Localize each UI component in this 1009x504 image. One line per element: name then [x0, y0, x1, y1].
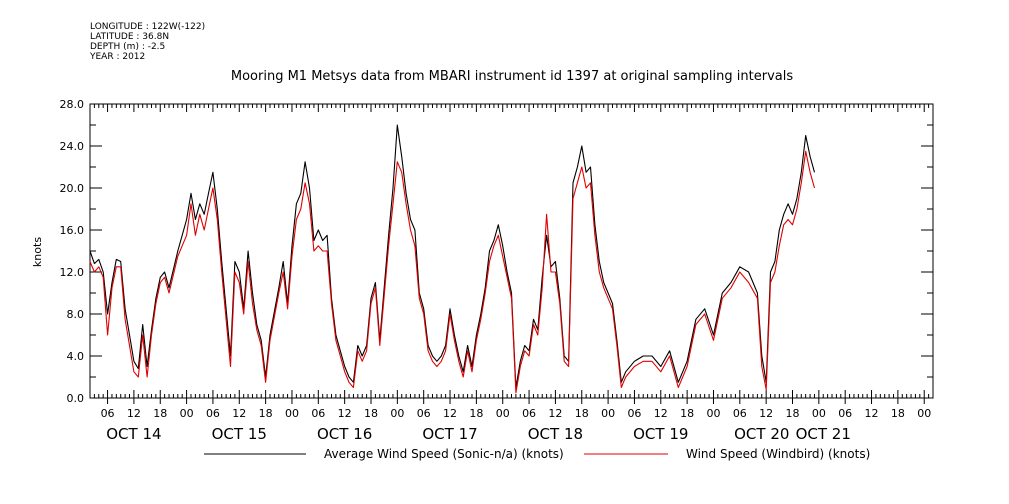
y-axis-label: knots: [31, 237, 44, 267]
x-tick-label: 18: [469, 407, 483, 420]
x-axis-ticks: 06 12 18 00 06 12 18 00 06 12 18 00 06 12 18 00 06 12 18 00…: [89, 104, 934, 443]
latitude-label: LATITUDE : 36.8N: [90, 32, 170, 42]
legend-label: Average Wind Speed (Sonic-n/a) (knots): [324, 447, 564, 461]
plot-border: [89, 103, 934, 399]
longitude-label: LONGITUDE : 122W(-122): [90, 22, 206, 32]
y-tick-label: 20.0: [60, 182, 85, 195]
series-lines: [89, 124, 816, 394]
chart-title: Mooring M1 Metsys data from MBARI instru…: [231, 69, 793, 84]
x-tick-label: 06: [206, 407, 220, 420]
date-label: OCT 16: [317, 425, 372, 443]
y-tick-label: 8.0: [67, 308, 85, 321]
date-label: OCT 20: [734, 425, 789, 443]
series-line-windbird: [89, 150, 816, 394]
x-tick-label: 00: [496, 407, 510, 420]
x-tick-label: 06: [522, 407, 536, 420]
x-tick-label: 00: [917, 407, 931, 420]
x-tick-label: 00: [180, 407, 194, 420]
y-axis-ticks: 0.0 4.0 8.0 12.0 16.0 20.0 24.0 28.0: [60, 98, 933, 405]
x-tick-label: 00: [285, 407, 299, 420]
x-tick-label: 12: [759, 407, 773, 420]
x-tick-label: 06: [627, 407, 641, 420]
date-label: OCT 19: [633, 425, 688, 443]
x-tick-label: 06: [838, 407, 852, 420]
x-tick-label: 18: [680, 407, 694, 420]
x-tick-label: 06: [311, 407, 325, 420]
x-tick-label: 06: [417, 407, 431, 420]
y-tick-label: 4.0: [67, 350, 85, 363]
y-tick-label: 16.0: [60, 224, 85, 237]
x-tick-label: 12: [127, 407, 141, 420]
x-tick-label: 12: [654, 407, 668, 420]
x-tick-label: 12: [443, 407, 457, 420]
x-tick-label: 06: [733, 407, 747, 420]
x-tick-label: 18: [364, 407, 378, 420]
date-label: OCT 21: [796, 425, 851, 443]
y-tick-label: 28.0: [60, 98, 85, 111]
date-label: OCT 14: [106, 425, 161, 443]
x-tick-label: 00: [390, 407, 404, 420]
date-label: OCT 18: [528, 425, 583, 443]
x-tick-label: 18: [891, 407, 905, 420]
y-tick-label: 0.0: [67, 392, 85, 405]
year-label: YEAR : 2012: [90, 52, 146, 62]
date-label: OCT 15: [212, 425, 267, 443]
x-tick-label: 12: [865, 407, 879, 420]
legend-label: Wind Speed (Windbird) (knots): [686, 447, 870, 461]
metadata-block: LONGITUDE : 122W(-122) LATITUDE : 36.8N …: [90, 22, 205, 62]
series-line-sonic: [89, 124, 816, 389]
x-tick-label: 12: [548, 407, 562, 420]
y-tick-label: 12.0: [60, 266, 85, 279]
x-tick-label: 18: [153, 407, 167, 420]
x-tick-label: 06: [101, 407, 115, 420]
x-tick-label: 12: [338, 407, 352, 420]
x-tick-label: 18: [786, 407, 800, 420]
date-label: OCT 17: [422, 425, 477, 443]
x-tick-label: 00: [706, 407, 720, 420]
x-tick-label: 00: [601, 407, 615, 420]
x-tick-label: 00: [812, 407, 826, 420]
x-tick-label: 18: [575, 407, 589, 420]
plot-frame: [89, 103, 934, 399]
x-tick-label: 12: [232, 407, 246, 420]
x-tick-label: 18: [259, 407, 273, 420]
y-tick-label: 24.0: [60, 140, 85, 153]
depth-label: DEPTH (m) : -2.5: [90, 42, 166, 52]
legend: Average Wind Speed (Sonic-n/a) (knots) Wi…: [204, 447, 870, 461]
